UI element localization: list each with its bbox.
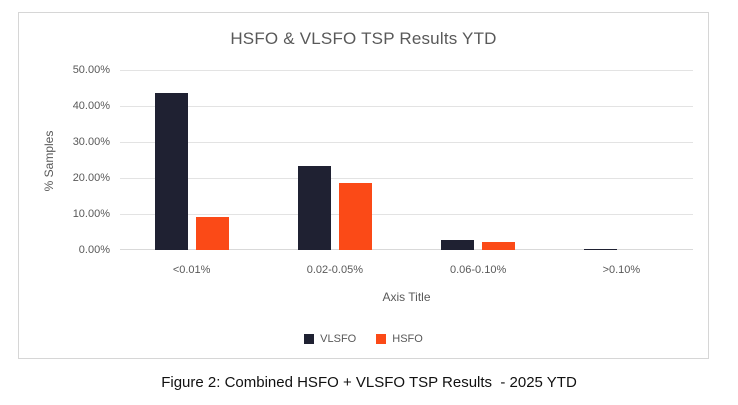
legend-item-hsfo: HSFO (376, 333, 423, 345)
gridline (120, 214, 693, 215)
bar-groups (120, 70, 693, 250)
x-axis-title: Axis Title (382, 290, 431, 304)
x-category-label: 0.06-0.10% (449, 264, 507, 276)
bar-hsfo (482, 242, 516, 250)
y-axis-ticks: 50.00% 40.00% 30.00% 20.00% 10.00% 0.00% (19, 64, 110, 256)
bar-hsfo (195, 216, 229, 250)
y-tick-label: 30.00% (72, 136, 110, 148)
x-axis-labels: <0.01% 0.02-0.05% 0.06-0.10% >0.10% (120, 264, 693, 276)
gridline (120, 106, 693, 107)
bar-hsfo (338, 182, 372, 250)
category-group (550, 70, 693, 250)
figure-caption: Figure 2: Combined HSFO + VLSFO TSP Resu… (161, 374, 577, 391)
legend-marker-icon (376, 334, 387, 344)
y-tick-label: 50.00% (72, 64, 110, 76)
legend-label: VLSFO (320, 333, 357, 345)
gridline (120, 142, 693, 143)
legend-item-vlsfo: VLSFO (304, 333, 356, 345)
bar-vlsfo (441, 240, 475, 250)
x-category-label: 0.02-0.05% (306, 264, 363, 276)
gridline (120, 178, 693, 179)
category-group (120, 70, 263, 250)
y-tick-label: 40.00% (72, 100, 110, 112)
gridline (120, 70, 693, 71)
bar-vlsfo (297, 166, 331, 250)
bar-vlsfo (584, 248, 618, 250)
y-tick-label: 0.00% (78, 244, 110, 256)
legend: VLSFO HSFO (19, 333, 708, 345)
legend-label: HSFO (392, 333, 423, 345)
y-tick-label: 10.00% (72, 208, 110, 220)
x-category-label: <0.01% (172, 264, 211, 276)
legend-marker-icon (304, 334, 315, 344)
category-group (263, 70, 406, 250)
x-category-label: >0.10% (602, 264, 641, 276)
chart-title: HSFO & VLSFO TSP Results YTD (230, 29, 497, 48)
x-axis-line (120, 249, 693, 250)
bar-vlsfo (154, 92, 188, 250)
y-tick-label: 20.00% (72, 172, 110, 184)
chart-frame: HSFO & VLSFO TSP Results YTD % Samples 5… (18, 12, 709, 359)
plot-area (120, 70, 693, 250)
category-group (407, 70, 550, 250)
